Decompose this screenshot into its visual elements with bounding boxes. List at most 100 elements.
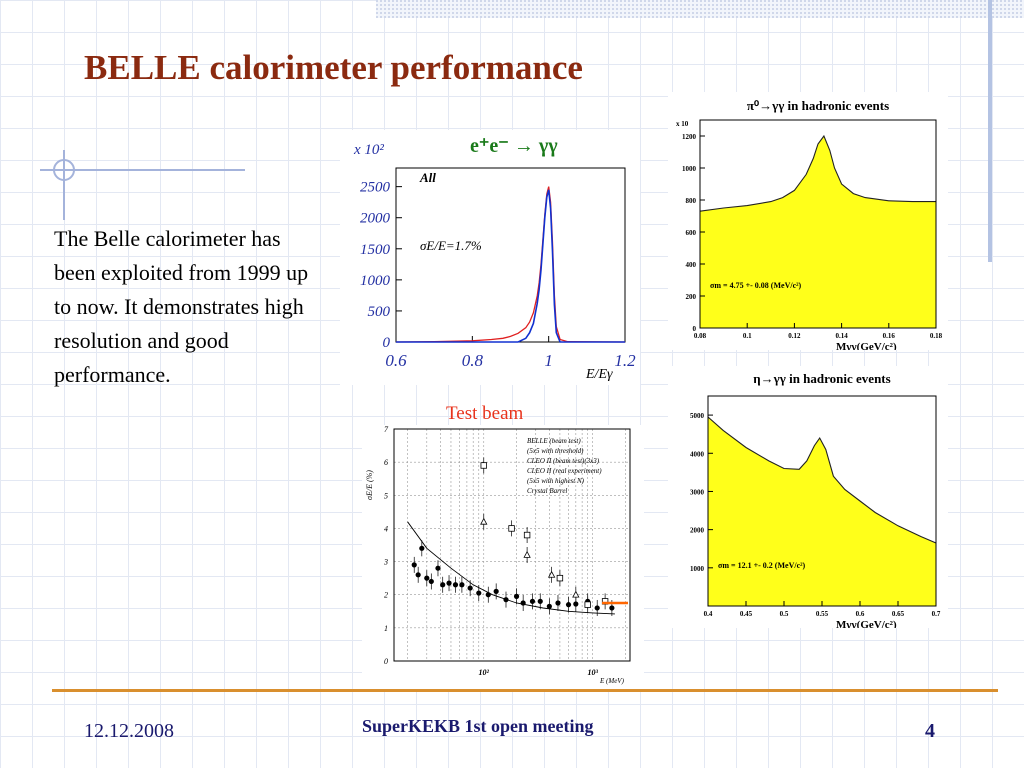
belle-point <box>411 562 417 568</box>
plot-frame <box>395 167 626 343</box>
y-tick-label: 200 <box>686 293 697 301</box>
eta-chart: η→γγ in hadronic events 1000 2000 3000 4000 5… <box>668 366 948 631</box>
crosshair-decor <box>40 150 245 220</box>
legend-entry: (5x5 with threshold) <box>527 447 584 455</box>
x-tick-label: 0.14 <box>835 332 848 340</box>
y-tick-label: 5 <box>384 491 388 500</box>
cleo-real-point <box>547 570 556 578</box>
belle-point <box>415 572 421 578</box>
y-tick-label: 1000 <box>360 273 391 289</box>
y-tick-label: 0 <box>383 335 391 351</box>
y-tick-label: 2500 <box>360 180 391 196</box>
belle-point <box>555 600 561 606</box>
y-tick-label: 3 <box>383 558 388 567</box>
cleo-beam-point <box>480 462 487 469</box>
y-axis-label: σE/E (%) <box>365 470 374 500</box>
series-line-0 <box>395 186 626 343</box>
x-tick-label: 0.4 <box>704 610 713 618</box>
y-tick-label: 0 <box>693 325 697 333</box>
belle-point <box>503 597 509 603</box>
y-tick-label: 4000 <box>690 450 705 458</box>
top-right-dotted-decor <box>376 0 1024 18</box>
x-tick-label: 0.6 <box>385 351 407 370</box>
cleo-beam-point <box>556 574 564 582</box>
belle-point <box>452 582 459 588</box>
belle-point <box>419 545 425 551</box>
y-tick-label: 4 <box>384 524 388 533</box>
multiplier-label: x 10 <box>676 120 689 128</box>
x-tick-label: 0.55 <box>816 610 829 618</box>
fit-line <box>707 416 937 544</box>
y-tick-label: 600 <box>686 229 697 237</box>
belle-point <box>513 593 520 599</box>
x-tick-label: 0.45 <box>740 610 753 618</box>
belle-point <box>546 603 552 609</box>
x-tick-label: 0.6 <box>856 610 865 618</box>
belle-point <box>529 598 536 604</box>
legend-entry: BELLE (beam test) <box>527 437 581 445</box>
annotation-all: All <box>419 170 436 185</box>
pi0-chart: π⁰→γγ in hadronic events x 10 0 200 400 600 80… <box>668 92 948 353</box>
cleo-beam-point <box>508 525 515 532</box>
y-tick-label: 1500 <box>360 242 391 258</box>
x-tick-label: 0.65 <box>892 610 905 618</box>
test-beam-label: Test beam <box>446 403 524 424</box>
x-tick-label: 1 <box>544 351 553 370</box>
area-fill <box>708 417 936 606</box>
cleo-real-point <box>480 517 488 525</box>
x-axis-label: Mγγ(GeV/c²) <box>836 341 897 350</box>
y-tick-label: 1200 <box>682 133 697 141</box>
x-tick-label: 0.18 <box>930 332 943 340</box>
belle-point <box>537 598 543 604</box>
annotation-resolution: σE/E=1.7% <box>420 238 482 253</box>
page-number: 4 <box>925 720 935 742</box>
belle-point <box>573 601 579 607</box>
belle-point <box>435 565 441 571</box>
belle-point <box>446 580 452 586</box>
y-tick-label: 400 <box>686 261 697 269</box>
legend-entry: Crystal Barrel <box>527 487 567 495</box>
chart-title: η→γγ in hadronic events <box>753 371 890 386</box>
sigma-annotation: σm = 12.1 +- 0.2 (MeV/c²) <box>718 561 806 570</box>
slide-title: BELLE calorimeter performance <box>84 48 583 87</box>
x-axis-label: E/Eγ <box>585 367 613 382</box>
fit-line <box>699 134 936 212</box>
y-tick-label: 1000 <box>682 165 697 173</box>
chart-title: e⁺e⁻ → γγ <box>470 135 558 157</box>
y-tick-label: 0 <box>384 657 388 666</box>
x-tick-label: 0.8 <box>462 351 484 370</box>
ee-gammagamma-chart: e⁺e⁻ → γγ x 10² 0 500 1000 1500 2000 2500 0.6 0.8… <box>340 130 640 385</box>
plot-frame <box>699 119 937 329</box>
x-tick-label: 10³ <box>587 668 598 677</box>
x-tick-label: 0.08 <box>694 332 707 340</box>
x-tick-label: 0.16 <box>883 332 896 340</box>
belle-point <box>476 590 482 596</box>
x-tick-label: 10² <box>479 668 490 677</box>
legend-entry: (5x5 with highest N) <box>527 477 585 485</box>
y-tick-label: 500 <box>368 304 391 320</box>
x-tick-label: 0.7 <box>932 610 941 618</box>
sigma-annotation: σm = 4.75 +- 0.08 (MeV/c²) <box>710 281 802 290</box>
multiplier-label: x 10² <box>353 142 384 158</box>
y-tick-label: 1 <box>384 624 388 633</box>
pi0-svg: π⁰→γγ in hadronic events x 10 0 200 400 600 80… <box>676 98 943 353</box>
belle-point <box>440 582 446 588</box>
area-fill <box>700 136 936 328</box>
y-tick-label: 2000 <box>360 211 391 227</box>
cleo-real-point <box>572 590 580 598</box>
footer-rule <box>52 689 998 692</box>
x-axis-label: Mγγ(GeV/c²) <box>836 619 897 628</box>
eta-svg: η→γγ in hadronic events 1000 2000 3000 4000 5… <box>690 371 941 631</box>
plot-frame <box>393 428 631 662</box>
right-vertical-bar <box>988 0 992 262</box>
belle-point <box>609 605 615 611</box>
resolution-chart: 0 1 2 3 4 5 6 7 σE/E (%) 10² 10³ E (MeV) BELLE (beam… <box>362 425 644 689</box>
x-tick-label: 0.1 <box>743 332 752 340</box>
belle-point <box>594 605 600 611</box>
y-tick-label: 5000 <box>690 412 705 420</box>
x-tick-label: 1.2 <box>614 351 636 370</box>
x-tick-label: 0.5 <box>780 610 789 618</box>
belle-point <box>520 600 526 606</box>
